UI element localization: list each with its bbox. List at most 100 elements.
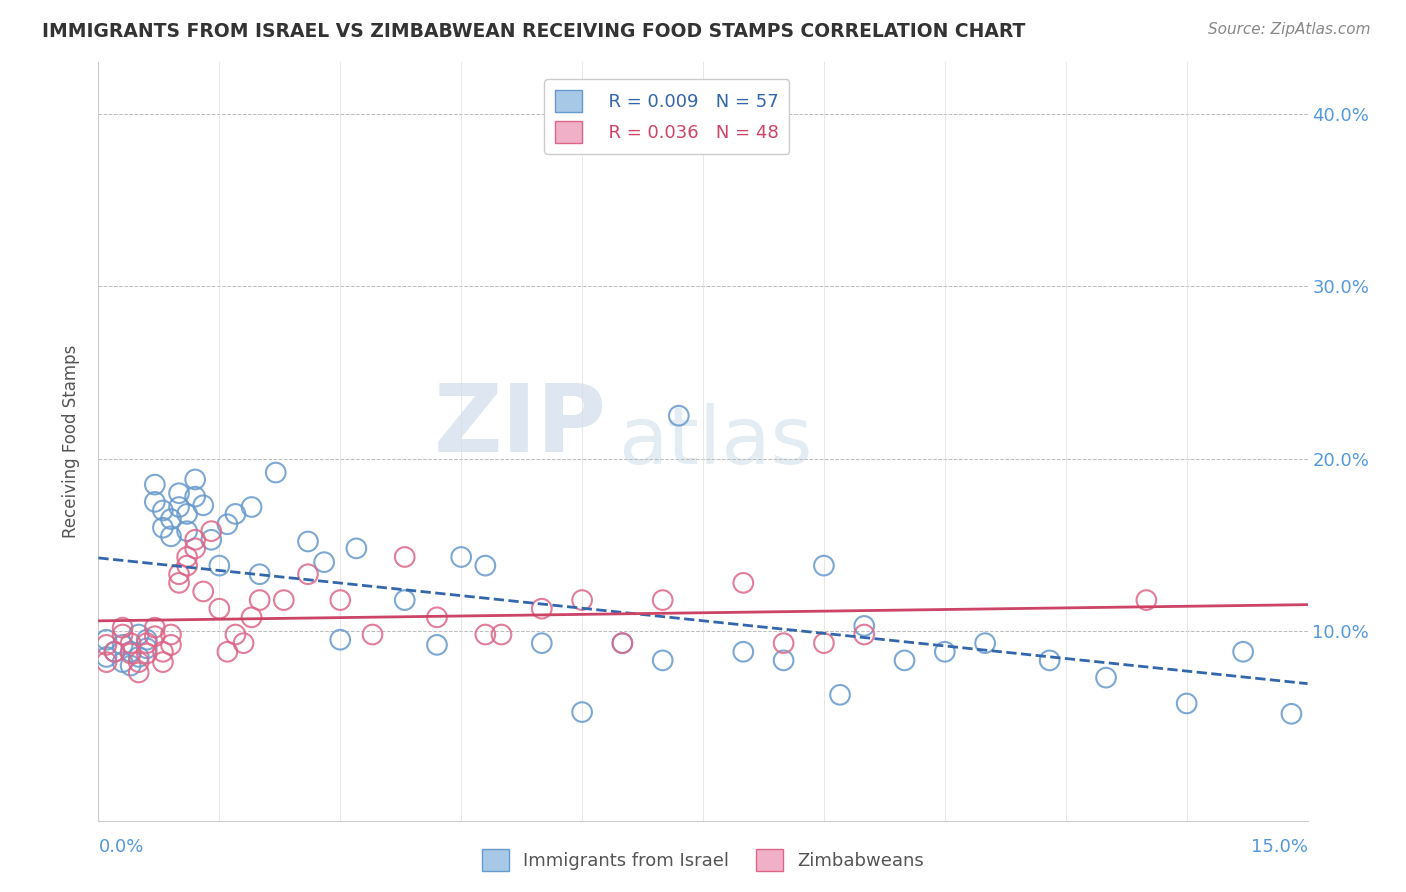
Point [491,627,513,641]
Point [474,627,496,641]
Point [208,601,231,615]
Point [571,705,593,719]
Point [249,567,271,582]
Point [772,636,794,650]
Point [111,638,134,652]
Point [297,567,319,582]
Point [1135,593,1157,607]
Point [96,655,118,669]
Text: Source: ZipAtlas.com: Source: ZipAtlas.com [1208,22,1371,37]
Point [120,658,142,673]
Point [733,575,755,590]
Y-axis label: Receiving Food Stamps: Receiving Food Stamps [62,345,80,538]
Point [152,655,174,669]
Point [200,533,222,547]
Point [167,567,190,582]
Point [176,507,198,521]
Point [135,641,157,656]
Point [135,636,157,650]
Point [152,521,174,535]
Point [120,645,142,659]
Point [167,500,190,514]
Point [344,541,367,556]
Point [329,593,352,607]
Point [224,507,246,521]
Point [828,688,851,702]
Point [474,558,496,573]
Point [893,653,915,667]
Point [208,558,231,573]
Point [96,632,118,647]
Point [1039,653,1062,667]
Point [160,638,183,652]
Point [232,636,254,650]
Point [297,534,319,549]
Point [103,645,125,659]
Point [612,636,634,650]
Point [152,503,174,517]
Point [167,575,190,590]
Point [128,665,150,680]
Point [1232,645,1254,659]
Point [217,517,239,532]
Point [273,593,295,607]
Text: atlas: atlas [619,402,813,481]
Point [733,645,755,659]
Point [128,627,150,641]
Point [143,477,166,491]
Point [143,495,166,509]
Point [329,632,352,647]
Point [128,655,150,669]
Point [426,638,449,652]
Point [240,500,263,514]
Point [264,466,287,480]
Point [135,647,157,661]
Point [176,524,198,538]
Point [571,593,593,607]
Point [176,558,198,573]
Point [128,649,150,664]
Point [249,593,271,607]
Point [813,636,835,650]
Point [120,636,142,650]
Point [450,549,472,564]
Point [240,610,263,624]
Point [176,549,198,564]
Point [193,498,215,512]
Point [111,627,134,641]
Point [224,627,246,641]
Point [612,636,634,650]
Point [772,653,794,667]
Legend:   R = 0.009   N = 57,   R = 0.036   N = 48: R = 0.009 N = 57, R = 0.036 N = 48 [544,79,789,153]
Point [160,512,183,526]
Text: 0.0%: 0.0% [98,838,143,856]
Point [143,621,166,635]
Point [651,653,673,667]
Point [111,655,134,669]
Point [96,649,118,664]
Legend: Immigrants from Israel, Zimbabweans: Immigrants from Israel, Zimbabweans [474,842,932,879]
Point [426,610,449,624]
Point [184,490,207,504]
Point [160,529,183,543]
Point [530,601,553,615]
Point [167,486,190,500]
Point [394,593,416,607]
Point [143,629,166,643]
Point [184,533,207,547]
Point [813,558,835,573]
Point [1095,671,1118,685]
Point [853,619,876,633]
Point [314,555,336,569]
Point [974,636,997,650]
Point [361,627,384,641]
Point [160,627,183,641]
Point [120,647,142,661]
Point [111,621,134,635]
Point [530,636,553,650]
Point [1175,697,1198,711]
Point [651,593,673,607]
Point [394,549,416,564]
Text: IMMIGRANTS FROM ISRAEL VS ZIMBABWEAN RECEIVING FOOD STAMPS CORRELATION CHART: IMMIGRANTS FROM ISRAEL VS ZIMBABWEAN REC… [42,22,1025,41]
Point [668,409,690,423]
